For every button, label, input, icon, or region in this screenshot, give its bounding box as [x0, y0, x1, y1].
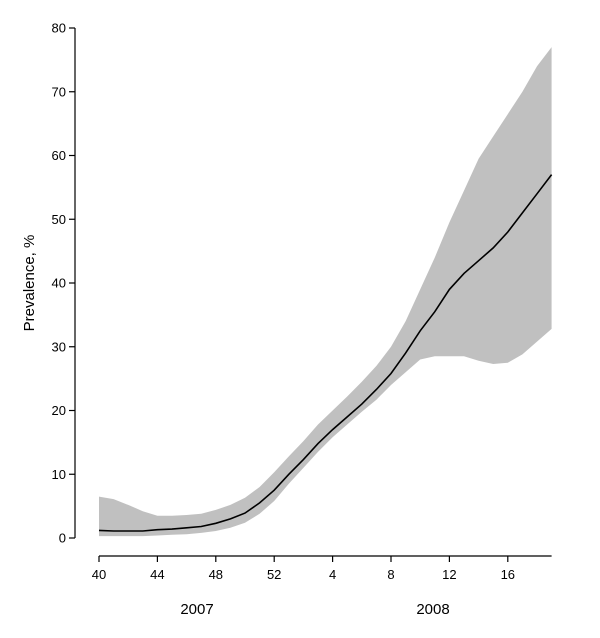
x-tick-label: 40 — [92, 567, 106, 582]
y-tick-label: 80 — [52, 21, 66, 36]
x-tick-label: 48 — [209, 567, 223, 582]
x-tick-label: 16 — [501, 567, 515, 582]
year-label-2007: 2007 — [180, 601, 213, 618]
year-label-2008: 2008 — [416, 601, 449, 618]
x-tick-label: 4 — [329, 567, 336, 582]
x-axis-ticks: 40 44 48 52 4 8 12 16 — [92, 556, 515, 582]
y-tick-label: 50 — [52, 212, 66, 227]
y-tick-label: 60 — [52, 148, 66, 163]
y-axis-ticks: 0 10 20 30 40 50 60 70 80 — [52, 21, 75, 546]
y-tick-label: 30 — [52, 339, 66, 354]
y-tick-label: 0 — [59, 531, 66, 546]
y-tick-label: 40 — [52, 276, 66, 291]
x-tick-label: 44 — [150, 567, 164, 582]
y-tick-label: 70 — [52, 84, 66, 99]
y-tick-label: 10 — [52, 467, 66, 482]
confidence-band — [99, 47, 552, 537]
x-tick-label: 52 — [267, 567, 281, 582]
y-tick-label: 20 — [52, 403, 66, 418]
x-tick-label: 12 — [442, 567, 456, 582]
prevalence-line — [98, 174, 553, 532]
y-axis-label: Prevalence, % — [21, 235, 38, 332]
x-tick-label: 8 — [387, 567, 394, 582]
